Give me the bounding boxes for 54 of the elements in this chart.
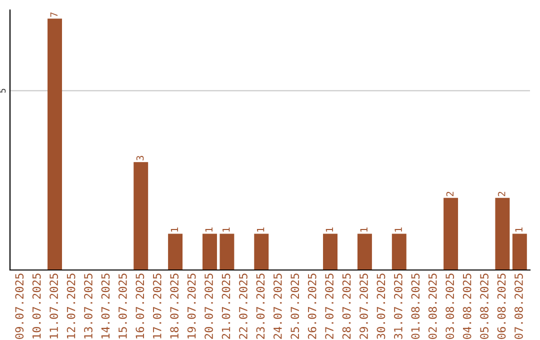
x-tick-label: 18.07.2025 [170, 274, 179, 338]
data-label: 1 [170, 228, 178, 232]
x-tick-label: 13.07.2025 [84, 274, 92, 338]
data-label: 1 [515, 228, 522, 232]
x-tick-label: 04.08.2025 [462, 274, 472, 339]
bar [444, 198, 458, 270]
data-label: 2 [498, 192, 506, 196]
x-tick-label: 26.07.2025 [308, 274, 316, 339]
data-label: 1 [394, 228, 402, 232]
x-tick-label: 31.07.2025 [394, 274, 402, 339]
data-label: 1 [222, 228, 230, 232]
bar [168, 234, 183, 270]
x-tick-label: 19.07.2025 [187, 274, 196, 338]
x-tick-label: 06.08.2025 [497, 274, 506, 339]
x-tick-label: 23.07.2025 [256, 274, 265, 339]
bar [202, 234, 217, 270]
data-label: 7 [50, 12, 58, 17]
data-label: 2 [446, 192, 454, 196]
x-tick-label: 02.08.2025 [428, 274, 437, 339]
bar [254, 234, 269, 270]
bar [220, 234, 234, 270]
data-label: 1 [360, 228, 368, 232]
x-tick-label: 14.07.2025 [101, 274, 110, 338]
bar [495, 198, 510, 270]
x-tick-label: 09.07.2025 [15, 274, 24, 339]
x-tick-label: 27.07.2025 [325, 274, 334, 339]
x-tick-label: 01.08.2025 [411, 274, 420, 339]
x-tick-label: 25.07.2025 [290, 274, 300, 339]
bar [357, 234, 372, 270]
data-label: 1 [205, 228, 212, 232]
data-label: 1 [257, 228, 264, 232]
bar [392, 234, 406, 270]
bar [48, 18, 62, 270]
data-label: 1 [326, 228, 333, 232]
x-tick-label: 30.07.2025 [376, 274, 386, 339]
data-label: 3 [136, 156, 144, 160]
x-tick-label: 15.07.2025 [118, 274, 127, 338]
x-tick-label: 10.07.2025 [32, 274, 41, 338]
x-tick-label: 05.08.2025 [480, 274, 488, 339]
bar [323, 234, 338, 270]
x-tick-label: 16.07.2025 [136, 274, 144, 338]
bar [512, 234, 527, 270]
x-tick-label: 20.07.2025 [204, 274, 213, 339]
x-tick-label: 24.07.2025 [273, 274, 282, 339]
x-tick-label: 28.07.2025 [342, 274, 351, 339]
x-tick-label: 17.07.2025 [152, 274, 162, 338]
bar [134, 162, 148, 270]
x-tick-label: 07.08.2025 [514, 274, 523, 339]
x-tick-label: 22.07.2025 [239, 274, 248, 339]
x-tick-label: 12.07.2025 [66, 274, 76, 338]
x-tick-label: 21.07.2025 [222, 274, 230, 339]
x-tick-label: 29.07.2025 [360, 274, 368, 339]
x-tick-label: 03.08.2025 [446, 274, 454, 339]
x-tick-label: 11.07.2025 [50, 274, 58, 338]
